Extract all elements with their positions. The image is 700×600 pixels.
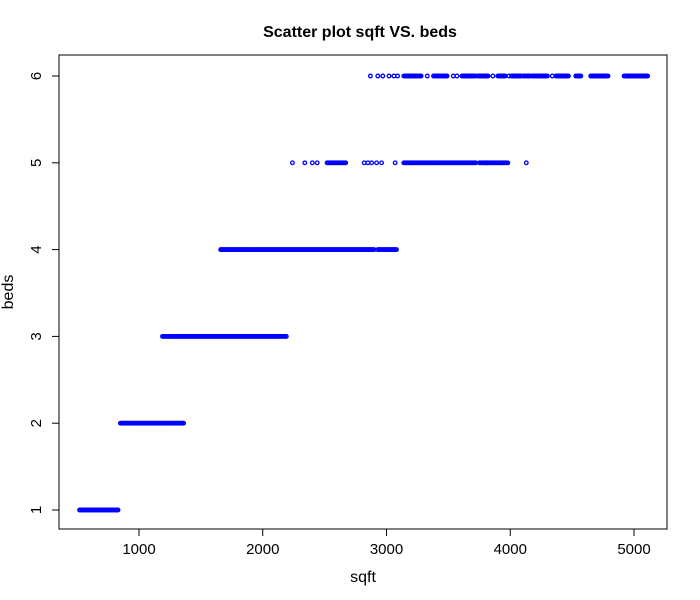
y-tick-label: 3 [28,332,45,340]
data-point [392,160,398,166]
data-point [309,160,315,166]
data-point [302,160,308,166]
data-point [549,73,555,79]
data-point [367,73,373,79]
data-point [484,160,490,166]
data-point [283,333,289,339]
data-point [444,73,450,79]
data-point [314,160,320,166]
data-point [544,73,550,79]
x-tick-label: 4000 [494,541,527,558]
x-axis: 1000 2000 3000 4000 5000 [122,529,651,558]
y-axis: 1 2 3 4 5 6 [28,72,59,514]
data-point [645,73,651,79]
data-point [380,73,386,79]
x-tick-label: 5000 [617,541,650,558]
data-point [454,73,460,79]
data-point [506,73,512,79]
data-point [505,160,511,166]
data-point [485,73,491,79]
y-tick-label: 5 [28,159,45,167]
data-point [490,73,496,79]
data-point [605,73,611,79]
data-point [395,73,401,79]
data-point [369,160,375,166]
x-tick-label: 3000 [370,541,403,558]
data-point [379,160,385,166]
x-tick-label: 1000 [122,541,155,558]
data-point [289,160,295,166]
data-point [115,507,121,513]
data-point [374,160,380,166]
data-point [375,73,381,79]
chart-title: Scatter plot sqft VS. beds [263,24,457,41]
x-tick-label: 2000 [246,541,279,558]
plot-frame [58,54,668,530]
data-point [343,160,349,166]
y-tick-label: 1 [28,506,45,514]
data-point [424,73,430,79]
data-point [386,73,392,79]
data-points [77,73,651,513]
y-tick-label: 2 [28,419,45,427]
data-point [578,73,584,79]
x-axis-label: sqft [350,569,376,586]
data-point [393,247,399,253]
y-axis-label: beds [0,275,17,310]
data-point [418,73,424,79]
y-tick-label: 6 [28,72,45,80]
data-point [565,73,571,79]
y-tick-label: 4 [28,245,45,253]
data-point [523,160,529,166]
data-point [181,420,187,426]
